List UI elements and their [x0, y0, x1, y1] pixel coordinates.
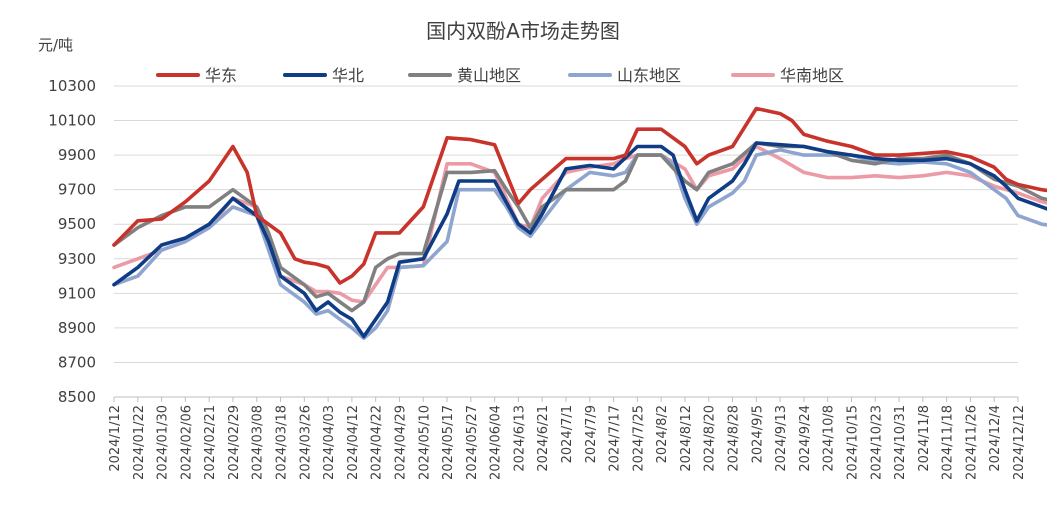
x-tick-label: 2024/04/29: [393, 405, 408, 480]
y-tick-label: 9100: [58, 284, 96, 302]
y-tick-label: 9500: [58, 215, 96, 233]
x-tick-label: 2024/04/03: [322, 405, 337, 480]
chart-title: 国内双酚A市场走势图: [426, 19, 620, 43]
legend-label: 华南地区: [780, 66, 844, 85]
x-tick-label: 2024/1/12: [108, 405, 123, 472]
x-tick-label: 2024/05/17: [441, 405, 456, 480]
series-line-3: [112, 148, 1047, 341]
legend: 华东 华北 黄山地区 山东地区 华南地区: [156, 66, 844, 85]
x-tick-label: 2024/12/12: [1012, 405, 1027, 480]
x-tick-label: 2024/10/31: [893, 405, 908, 480]
x-tick-label: 2024/10/15: [845, 405, 860, 480]
x-tick-label: 2024/05/27: [465, 405, 480, 480]
x-tick-label: 2024/01/22: [132, 405, 147, 480]
y-tick-label: 10300: [48, 77, 96, 95]
y-tick-label: 8900: [58, 319, 96, 337]
y-tick-label: 9300: [58, 250, 96, 268]
x-tick-label: 2024/8/20: [703, 405, 718, 472]
x-tick-label: 2024/9/5: [750, 405, 765, 463]
x-tick-label: 2024/7/25: [631, 405, 646, 472]
x-tick-label: 2024/9/13: [774, 405, 789, 472]
series-line-1: [112, 141, 1047, 339]
series-line-4: [112, 144, 1047, 304]
x-tick-label: 2024/02/06: [179, 405, 194, 480]
x-axis-ticks: 2024/1/12 2024/01/22 2024/01/30 2024/02/06 2…: [108, 397, 1027, 480]
x-tick-label: 2024/11/8: [917, 405, 932, 472]
x-tick-label: 2024/7/9: [584, 405, 599, 463]
x-tick-label: 2024/8/28: [727, 405, 742, 472]
x-tick-label: 2024/10/8: [822, 405, 837, 472]
series-lines: [112, 106, 1047, 341]
y-tick-label: 10100: [48, 112, 96, 130]
gridlines: [114, 85, 1018, 398]
x-tick-label: 2024/6/21: [536, 405, 551, 472]
x-tick-label: 2024/7/17: [608, 405, 623, 472]
x-tick-label: 2024/11/26: [964, 405, 979, 480]
x-tick-label: 2024/6/13: [512, 405, 527, 472]
x-tick-label: 2024/03/08: [251, 405, 266, 480]
legend-label: 华北: [332, 66, 364, 85]
y-tick-label: 9900: [58, 146, 96, 164]
x-tick-label: 2024/11/18: [941, 405, 956, 480]
x-tick-label: 2024/7/1: [560, 405, 575, 463]
x-tick-label: 2024/12/4: [988, 405, 1003, 472]
x-tick-label: 2024/02/29: [227, 405, 242, 480]
legend-label: 山东地区: [617, 66, 681, 85]
y-tick-label: 8500: [58, 388, 96, 406]
x-tick-label: 2024/01/30: [156, 405, 171, 480]
x-tick-label: 2024/10/23: [869, 405, 884, 480]
x-tick-label: 2024/06/04: [489, 405, 504, 480]
x-tick-label: 2024/02/21: [203, 405, 218, 480]
x-tick-label: 2024/8/12: [679, 405, 694, 472]
x-tick-label: 2024/05/10: [417, 405, 432, 480]
x-tick-label: 2024/8/2: [655, 405, 670, 463]
x-tick-label: 2024/04/22: [370, 405, 385, 480]
y-tick-label: 8700: [58, 353, 96, 371]
series-line-0: [112, 106, 1047, 285]
y-tick-label: 9700: [58, 181, 96, 199]
legend-label: 黄山地区: [457, 66, 521, 85]
series-line-2: [112, 141, 1047, 313]
x-tick-label: 2024/03/26: [298, 405, 313, 480]
y-axis-ticks: 8500 8700 8900 9100 9300 9500 9700 9900 10100 103…: [48, 77, 96, 406]
x-tick-label: 2024/03/18: [275, 405, 290, 480]
legend-label: 华东: [205, 66, 237, 85]
x-tick-label: 2024/9/24: [798, 405, 813, 472]
x-tick-label: 2024/04/12: [346, 405, 361, 480]
y-axis-unit-label: 元/吨: [38, 36, 73, 54]
